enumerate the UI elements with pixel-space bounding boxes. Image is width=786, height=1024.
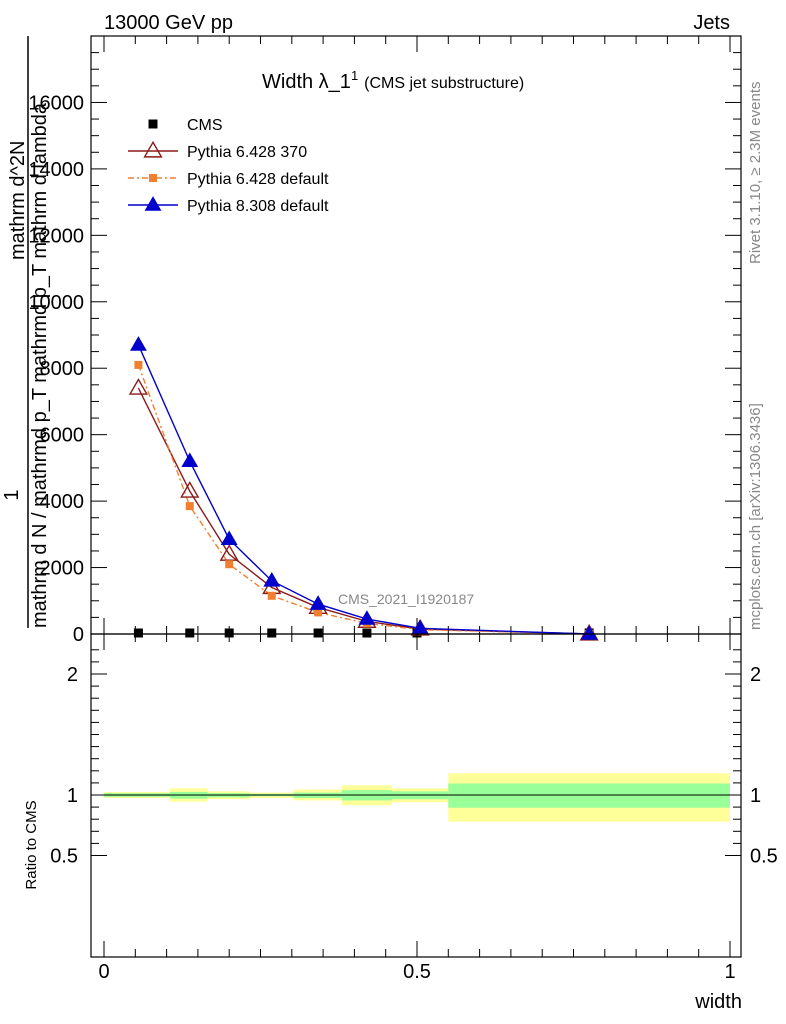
series-3-point [263, 572, 281, 587]
series-line-2 [137, 364, 590, 635]
ratio-ylabel: Ratio to CMS [23, 800, 40, 889]
legend-marker-3 [144, 196, 162, 211]
main-ytick-label: 8000 [40, 358, 85, 380]
series-0-point [224, 628, 234, 638]
main-ytick-label: 16000 [28, 92, 84, 114]
series-0-point [133, 628, 143, 638]
main-ytick-label: 14000 [28, 159, 84, 181]
series-2-point [134, 360, 143, 369]
main-ylabel-top: mathrm d^2N [7, 141, 29, 260]
legend-label-2: Pythia 6.428 default [187, 171, 329, 188]
ratio-ytick-label-right: 0.5 [750, 846, 778, 868]
ratio-ytick-label-left: 2 [67, 664, 78, 686]
series-0-point [313, 628, 323, 638]
ratio-xtick-label: 1 [724, 961, 735, 983]
series-0-point [267, 628, 277, 638]
series-2-point [185, 502, 194, 511]
legend-marker-0 [148, 119, 158, 129]
analysis-label: CMS_2021_I1920187 [338, 591, 474, 607]
legend-marker-1 [143, 140, 163, 158]
series-1-point [128, 378, 149, 395]
ratio-ytick-label-right: 1 [750, 785, 761, 807]
series-3-point [309, 595, 327, 610]
main-title-text: Width λ_1 [262, 71, 351, 93]
legend: CMS Pythia 6.428 370 Pythia 6.428 default P… [128, 117, 329, 215]
main-title: Width λ_11 (CMS jet substructure) [262, 68, 524, 93]
ratio-ytick-label-right: 2 [750, 664, 761, 686]
main-plot-layer: 0 2000 4000 6000 8000 10000 12000 14000 16000 [28, 35, 742, 646]
legend-label-1: Pythia 6.428 370 [187, 144, 307, 161]
mcplots-label: mcplots.cern.ch [arXiv:1306.3436] [747, 403, 764, 630]
series-2-point [267, 591, 276, 600]
main-ylabel-denominator: mathrm d N / mathrmd p_T mathrmd p_T mat… [29, 102, 51, 628]
series-0-point [185, 628, 195, 638]
series-1-point [219, 544, 239, 561]
series-3-point [220, 530, 238, 546]
main-ytick-label: 10000 [28, 292, 84, 314]
ratio-xlabel: width [694, 991, 742, 1013]
main-ytick-label: 4000 [40, 491, 85, 513]
legend-label-0: CMS [187, 117, 223, 134]
series-3-point [130, 336, 147, 351]
legend-label-3: Pythia 8.308 default [187, 198, 329, 215]
series-3-point [580, 625, 598, 640]
main-ytick-label: 0 [73, 624, 84, 646]
main-ytick-label: 12000 [28, 225, 84, 247]
header-right: Jets [693, 12, 730, 34]
series-2-point [225, 560, 234, 569]
series-3-point [358, 610, 376, 625]
ratio-xtick-label: 0.5 [403, 961, 431, 983]
main-title-sup: 1 [351, 68, 358, 83]
series-1-point [180, 481, 200, 498]
series-line-1 [137, 387, 590, 635]
legend-marker-2 [149, 174, 157, 182]
ratio-ytick-label-left: 0.5 [50, 846, 78, 868]
series-3-point [411, 619, 429, 635]
main-ytick-label: 6000 [40, 425, 85, 447]
ratio-ytick-label-left: 1 [67, 785, 78, 807]
series-0-point [362, 628, 372, 638]
rivet-label: Rivet 3.1.10, ≥ 2.3M events [747, 82, 764, 265]
main-title-note: (CMS jet substructure) [364, 75, 524, 92]
ratio-xtick-label: 0 [98, 961, 109, 983]
ratio-band-inner-7 [448, 783, 730, 808]
header-left: 13000 GeV pp [104, 12, 233, 34]
ratio-plot-layer: 0 0.5 1 0.5 0.5 1 1 2 2 [50, 633, 778, 983]
main-ytick-label: 2000 [40, 558, 85, 580]
main-ylabel-numerator: 1 [1, 489, 23, 500]
series-3-point [181, 452, 199, 467]
series-2-point [314, 608, 323, 617]
series-line-3 [137, 344, 590, 635]
